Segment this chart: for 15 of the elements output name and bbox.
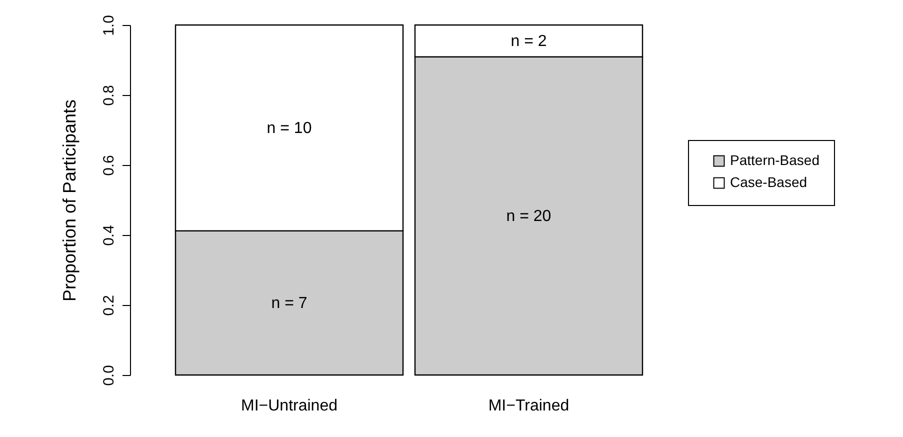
y-tick-label: 0.6	[100, 155, 118, 176]
x-tick-label: MI−Untrained	[241, 398, 338, 414]
y-tick-label: 0.0	[100, 365, 118, 386]
annotation: n = 10	[266, 120, 312, 137]
y-tick-label: 0.8	[100, 85, 118, 106]
annotation: n = 7	[271, 294, 308, 312]
y-tick-label: 0.4	[100, 225, 118, 246]
x-tick-label: MI−Trained	[488, 398, 570, 414]
annotation: n = 20	[506, 208, 552, 225]
legend-label: Pattern-Based	[730, 152, 820, 168]
legend-label: Case-Based	[730, 174, 808, 190]
y-tick-label: 1.0	[100, 15, 118, 36]
annotation: n = 2	[510, 32, 547, 50]
y-tick-label: 0.2	[100, 295, 118, 316]
y-axis-title: Proportion of Participants	[60, 99, 80, 302]
